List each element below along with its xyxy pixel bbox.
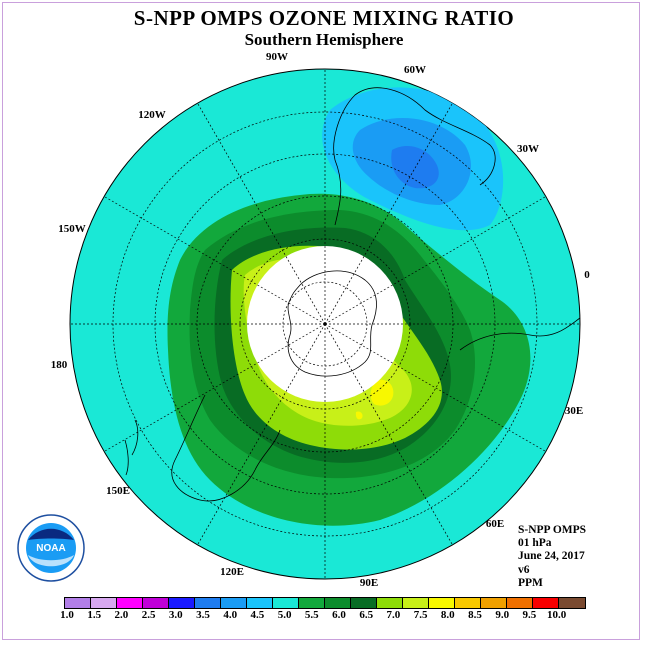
noaa-logo: NOAA: [17, 514, 85, 582]
longitude-label: 90W: [266, 51, 288, 63]
colorbar-swatch: [195, 598, 221, 608]
colorbar-tick-label: 2.5: [141, 609, 156, 621]
longitude-label: 150W: [58, 223, 86, 235]
colorbar: [64, 597, 586, 609]
meridian-line: [197, 102, 326, 325]
colorbar-tick-label: 2.0: [114, 609, 129, 621]
longitude-label: 60E: [486, 518, 504, 530]
info-line-date: June 24, 2017: [518, 550, 585, 563]
colorbar-tick-label: 6.0: [332, 609, 346, 621]
product-info: S-NPP OMPS 01 hPa June 24, 2017 v6 PPM: [518, 524, 586, 590]
meridian-line: [197, 323, 326, 546]
colorbar-tick-label: 5.0: [277, 609, 292, 621]
colorbar-tick-label: 1.5: [87, 609, 102, 621]
colorbar-tick-label: 1.0: [60, 609, 74, 621]
colorbar-swatch: [325, 598, 351, 608]
info-line-units: PPM: [518, 576, 543, 589]
meridian-line: [324, 102, 453, 325]
colorbar-swatch: [481, 598, 507, 608]
colorbar-tick-label: 7.0: [386, 609, 401, 621]
colorbar-swatch: [351, 598, 377, 608]
meridian-line: [103, 323, 326, 452]
colorbar-swatch: [91, 598, 117, 608]
meridian-line: [324, 323, 453, 546]
colorbar-swatch: [247, 598, 273, 608]
logo-bird-shape: [28, 528, 74, 540]
colorbar-swatch: [429, 598, 455, 608]
longitude-label: 30E: [565, 405, 583, 417]
longitude-labels: 90W 60W 30W 0 30E 60E 90E 120E 150E 180 150W 120W: [51, 51, 591, 589]
africa-coast: [459, 317, 581, 351]
pole-marker: [323, 322, 327, 326]
logo-wave-shape: [28, 555, 74, 567]
page-subtitle: Southern Hemisphere: [244, 30, 404, 49]
longitude-label: 120E: [220, 566, 244, 578]
colorbar-tick-label: 8.5: [468, 609, 482, 621]
colorbar-swatch: [533, 598, 559, 608]
colorbar-tick-label: 7.5: [413, 609, 428, 621]
figure-frame: [2, 2, 640, 640]
longitude-label: 150E: [106, 485, 130, 497]
colorbar-swatch: [403, 598, 429, 608]
colorbar-tick-label: 10.0: [546, 609, 567, 621]
colorbar-tick-label: 3.5: [196, 609, 210, 621]
logo-label: NOAA: [36, 543, 65, 554]
colorbar-swatch: [143, 598, 169, 608]
longitude-label: 180: [51, 359, 68, 371]
new-zealand-coast: [124, 419, 139, 476]
contour-7.5: [370, 379, 394, 406]
info-line-pressure: 01 hPa: [518, 537, 552, 550]
colorbar-tick-label: 4.0: [223, 609, 238, 621]
colorbar-tick-label: 5.5: [304, 609, 319, 621]
colorbar-swatch: [455, 598, 481, 608]
meridian-line: [324, 323, 547, 452]
longitude-label: 0: [584, 269, 590, 281]
contour-3.5: [391, 146, 439, 189]
colorbar-swatch: [221, 598, 247, 608]
colorbar-tick-label: 4.5: [250, 609, 265, 621]
colorbar-tick-label: 9.0: [495, 609, 510, 621]
contour-7.5-small: [355, 411, 363, 420]
antarctica-coast: [287, 270, 377, 377]
meridian-line: [103, 196, 326, 325]
colorbar-tick-label: 9.5: [522, 609, 537, 621]
longitude-label: 60W: [404, 64, 426, 76]
colorbar-swatch: [377, 598, 403, 608]
colorbar-tick-label: 6.5: [359, 609, 374, 621]
colorbar-tick-label: 8.0: [440, 609, 455, 621]
colorbar-swatch: [273, 598, 299, 608]
meridian-line: [324, 196, 547, 325]
colorbar-labels: 1.0 1.5 2.0 2.5 3.0 3.5 4.0 4.5 5.0 5.5 6.0 6.5 7.0 7…: [0, 609, 648, 623]
meridians: [70, 69, 580, 579]
longitude-label: 30W: [517, 143, 539, 155]
info-line-version: v6: [518, 563, 530, 576]
coastlines: [124, 87, 581, 502]
longitude-label: 120W: [138, 109, 166, 121]
page-title: S-NPP OMPS OZONE MIXING RATIO: [133, 6, 515, 30]
colorbar-swatch: [169, 598, 195, 608]
australia-coast: [171, 394, 281, 502]
colorbar-swatch: [299, 598, 325, 608]
colorbar-swatch: [507, 598, 533, 608]
colorbar-swatch: [65, 598, 91, 608]
colorbar-swatch: [559, 598, 585, 608]
south-america-coast: [333, 87, 496, 226]
info-line-instrument: S-NPP OMPS: [518, 524, 587, 536]
colorbar-swatch: [117, 598, 143, 608]
colorbar-tick-label: 3.0: [168, 609, 183, 621]
longitude-label: 90E: [360, 577, 378, 589]
